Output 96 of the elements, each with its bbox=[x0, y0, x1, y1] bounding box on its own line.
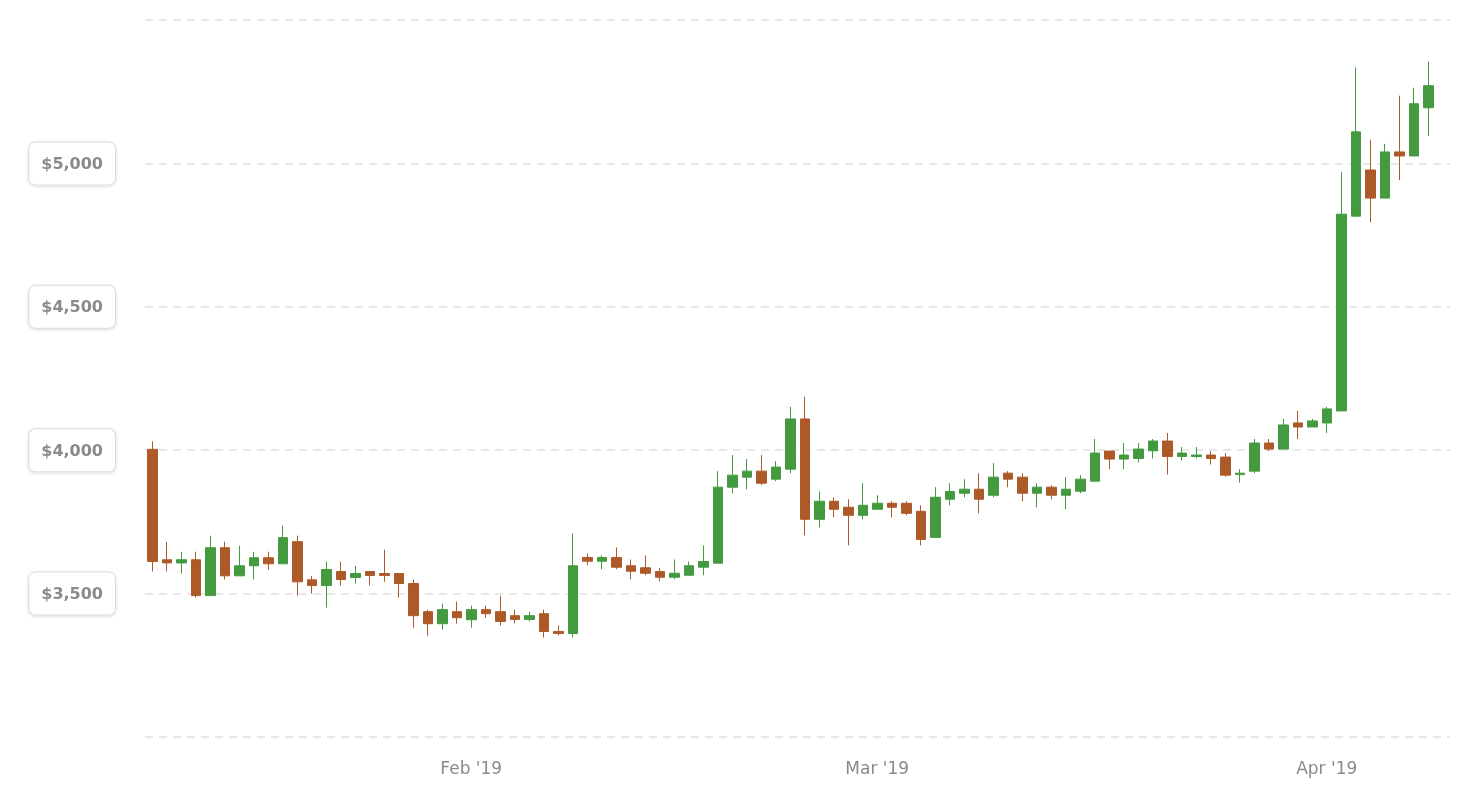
y-tick-label: $4,000 bbox=[41, 440, 103, 460]
candlestick bbox=[945, 482, 955, 506]
candlestick bbox=[1394, 95, 1405, 181]
candlestick bbox=[524, 611, 535, 622]
candlestick bbox=[1075, 474, 1086, 494]
candlestick bbox=[292, 535, 303, 597]
candlestick bbox=[858, 482, 868, 520]
candlestick bbox=[974, 472, 984, 514]
candlestick bbox=[916, 504, 926, 546]
candlestick bbox=[234, 545, 245, 577]
x-tick-label: Mar '19 bbox=[845, 757, 910, 778]
candlestick bbox=[1191, 446, 1202, 460]
candlestick bbox=[756, 454, 767, 486]
candlestick bbox=[1278, 418, 1289, 450]
candlestick bbox=[1090, 438, 1100, 482]
candlestick bbox=[742, 458, 752, 490]
candlestick bbox=[1162, 432, 1173, 476]
candlestick bbox=[901, 500, 912, 516]
candlestick bbox=[1177, 446, 1187, 462]
candlestick bbox=[452, 601, 462, 625]
candlestick bbox=[1032, 482, 1042, 508]
candlestick bbox=[1293, 410, 1303, 440]
candlestick bbox=[1148, 438, 1158, 460]
candlestick bbox=[394, 573, 404, 599]
candlestick bbox=[1351, 67, 1361, 217]
candlestick bbox=[640, 554, 651, 576]
candlestick bbox=[510, 609, 520, 624]
candlestick bbox=[800, 396, 810, 536]
candlestick bbox=[1264, 438, 1274, 452]
candlestick bbox=[930, 486, 941, 538]
candlestick bbox=[307, 575, 317, 595]
candlestick bbox=[698, 544, 709, 576]
candlestick bbox=[626, 558, 636, 580]
candlestick bbox=[466, 605, 477, 629]
y-tick-label: $3,500 bbox=[41, 584, 103, 604]
candlestick bbox=[1249, 438, 1260, 474]
candlestick bbox=[495, 595, 506, 626]
candlestick bbox=[1220, 452, 1231, 478]
y-tick-label: $5,000 bbox=[41, 153, 103, 173]
x-tick-label: Apr '19 bbox=[1296, 757, 1358, 778]
candlestick bbox=[727, 454, 738, 494]
candlestick bbox=[1206, 450, 1216, 466]
candlestick bbox=[582, 552, 593, 566]
candlestick bbox=[568, 532, 578, 638]
candlestick bbox=[539, 609, 549, 638]
candlestick bbox=[249, 551, 259, 581]
candlestick bbox=[1336, 171, 1347, 412]
candlestick bbox=[872, 494, 883, 510]
candlestick bbox=[336, 560, 346, 587]
candlestick bbox=[437, 603, 448, 631]
candlestick bbox=[771, 460, 781, 482]
candlestick bbox=[785, 406, 796, 474]
candlestick bbox=[408, 579, 419, 629]
candlestick bbox=[220, 541, 230, 581]
candlestick bbox=[1423, 61, 1434, 137]
candlestick bbox=[843, 498, 854, 546]
candlestick bbox=[1307, 418, 1318, 428]
candlestick bbox=[321, 560, 332, 609]
candlestick bbox=[1322, 406, 1332, 434]
candlestick bbox=[611, 546, 622, 570]
candlestick bbox=[350, 565, 361, 585]
candlestick bbox=[684, 560, 694, 576]
candlestick bbox=[713, 470, 723, 564]
candlestick bbox=[1409, 87, 1419, 157]
candlestick bbox=[1104, 450, 1115, 470]
candlestick bbox=[814, 491, 825, 528]
candlestick bbox=[655, 567, 665, 582]
candlestick bbox=[379, 549, 390, 583]
candlestick bbox=[959, 478, 970, 498]
candlestick bbox=[365, 571, 375, 587]
candlestick bbox=[278, 525, 288, 565]
x-tick-label: Feb '19 bbox=[440, 757, 503, 778]
candlestick bbox=[1017, 472, 1028, 502]
candlestick bbox=[147, 440, 158, 573]
candlestick bbox=[829, 496, 839, 518]
candlestick bbox=[1133, 442, 1144, 464]
candlestick bbox=[162, 541, 172, 573]
candlestick bbox=[553, 624, 564, 636]
candlestick bbox=[1235, 468, 1245, 484]
candlestick bbox=[597, 554, 607, 570]
candlestick bbox=[1365, 139, 1376, 223]
candlestick bbox=[887, 500, 897, 518]
candlestick bbox=[1119, 442, 1129, 470]
candlestick bbox=[205, 535, 216, 597]
y-tick-label: $4,500 bbox=[41, 297, 103, 317]
candlestick bbox=[1061, 476, 1071, 510]
candlestick bbox=[481, 605, 491, 619]
candlestick bbox=[176, 551, 187, 575]
candlestick bbox=[669, 558, 680, 580]
candlestick bbox=[1380, 143, 1390, 199]
candlestick bbox=[263, 551, 274, 571]
candlestick bbox=[988, 462, 999, 498]
candlestick bbox=[1003, 470, 1013, 488]
candlestick bbox=[191, 551, 201, 599]
candlestick bbox=[1046, 484, 1057, 500]
candlestick bbox=[423, 609, 433, 637]
